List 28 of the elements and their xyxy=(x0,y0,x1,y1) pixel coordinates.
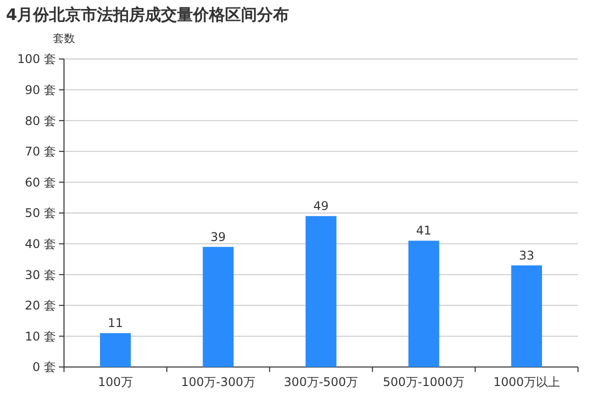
y-tick-label: 20 套 xyxy=(24,298,56,313)
y-tick-label: 70 套 xyxy=(24,144,56,159)
x-tick-label: 100万 xyxy=(98,375,133,389)
data-label: 11 xyxy=(108,316,124,330)
y-tick-label: 30 套 xyxy=(24,268,56,282)
data-label: 33 xyxy=(518,248,534,262)
y-tick-label: 100 套 xyxy=(17,52,56,66)
y-tick-label: 80 套 xyxy=(24,114,56,128)
y-tick-label: 50 套 xyxy=(24,206,56,220)
x-tick-label: 300万-500万 xyxy=(284,375,358,389)
chart-title: 4月份北京市法拍房成交量价格区间分布 xyxy=(6,5,290,24)
data-label: 41 xyxy=(416,224,432,238)
bar xyxy=(306,216,336,367)
y-tick-label: 0 套 xyxy=(32,360,56,374)
x-tick-label: 1000万以上 xyxy=(493,375,560,389)
x-tick-label: 100万-300万 xyxy=(181,375,256,389)
y-tick-label: 60 套 xyxy=(24,175,56,190)
bar xyxy=(202,246,234,367)
bar xyxy=(408,240,440,367)
bar xyxy=(511,265,542,367)
y-axis-title: 套数 xyxy=(53,32,75,45)
data-label: 39 xyxy=(210,230,226,244)
x-tick-label: 500万-1000万 xyxy=(382,375,465,389)
y-tick-label: 90 套 xyxy=(24,83,56,97)
bar xyxy=(100,333,131,367)
y-tick-label: 10 套 xyxy=(24,329,56,344)
y-tick-label: 40 套 xyxy=(24,237,56,251)
data-label: 49 xyxy=(313,199,329,214)
